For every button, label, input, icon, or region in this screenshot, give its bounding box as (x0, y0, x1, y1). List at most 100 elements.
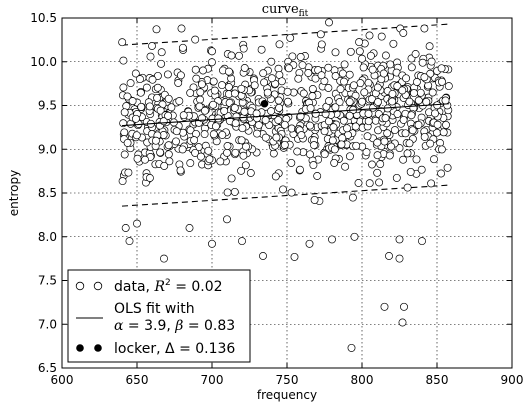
data-point (153, 71, 162, 80)
legend-rsq-symbol: R (153, 279, 165, 295)
data-point (414, 120, 423, 129)
data-point (241, 161, 250, 170)
data-point (126, 79, 135, 88)
legend-fit-label-line2: α = 3.9, β = 0.83 (114, 318, 235, 334)
data-point (237, 84, 246, 93)
data-point (157, 59, 166, 68)
data-point (200, 130, 209, 139)
data-point (118, 38, 127, 47)
data-point (131, 114, 140, 123)
data-point (286, 33, 295, 42)
data-point (433, 101, 442, 110)
data-point (336, 85, 345, 94)
data-point (195, 102, 204, 111)
data-point (120, 108, 129, 117)
data-point (299, 89, 308, 98)
data-point (381, 51, 390, 60)
data-point (164, 94, 173, 103)
data-point (368, 160, 376, 169)
legend-rsq-value: = 0.02 (175, 279, 222, 295)
data-point (376, 160, 385, 169)
data-point (317, 40, 326, 49)
data-point (197, 80, 206, 89)
data-point (156, 148, 165, 157)
data-point (386, 60, 395, 69)
data-point (242, 142, 250, 151)
data-point (325, 18, 333, 27)
data-point (410, 89, 418, 98)
data-point (214, 114, 223, 123)
data-point (287, 188, 296, 197)
data-point (269, 149, 278, 158)
data-point (209, 77, 218, 86)
data-point (408, 126, 417, 135)
data-point (259, 252, 267, 260)
data-point (364, 109, 373, 118)
data-point (156, 106, 165, 115)
data-point (345, 97, 354, 106)
data-points (118, 18, 453, 352)
data-point (311, 74, 320, 83)
data-point (348, 193, 357, 202)
data-point (395, 254, 404, 263)
data-point (178, 145, 187, 154)
data-point (186, 159, 195, 168)
data-point (119, 83, 128, 92)
data-point (175, 97, 184, 106)
data-point (208, 239, 216, 248)
data-point (389, 39, 398, 48)
data-point (136, 88, 145, 97)
data-point (381, 114, 390, 123)
legend-alpha-value: = 3.9, (128, 318, 171, 334)
data-point (420, 24, 429, 33)
data-point (224, 67, 233, 76)
data-point (148, 75, 157, 84)
data-point (358, 54, 366, 63)
data-point (199, 66, 207, 75)
data-point (305, 239, 314, 248)
legend-fit-label-line1: OLS fit with (114, 301, 195, 317)
axis-ticks: 600 650 700 750 800 850 900 6.5 7.0 7.5 8.0 8.5 9.0 9… (30, 11, 523, 387)
data-point (224, 83, 233, 91)
data-point (365, 31, 374, 40)
data-point (284, 64, 293, 73)
legend-delta-symbol: Δ (165, 341, 175, 357)
y-tick-label: 7.5 (38, 274, 57, 288)
data-point (230, 89, 239, 98)
y-tick-label: 10.0 (30, 55, 57, 69)
data-point (231, 119, 240, 128)
legend: data, R2 = 0.02 OLS fit with α = 3.9, β … (67, 269, 251, 363)
data-point (164, 141, 173, 150)
data-point (340, 77, 348, 86)
data-point (373, 168, 382, 177)
data-point (164, 150, 173, 159)
data-point (385, 252, 393, 260)
data-point (148, 42, 156, 50)
data-point (438, 77, 446, 86)
data-point (355, 38, 364, 47)
data-point (427, 57, 436, 66)
legend-data-name: data (114, 279, 146, 295)
data-point (364, 117, 373, 126)
data-point (308, 85, 317, 93)
data-point (177, 24, 186, 33)
data-point (271, 172, 280, 181)
x-tick-label: 900 (501, 373, 524, 387)
data-point (385, 151, 394, 160)
data-point (186, 88, 195, 97)
data-point (443, 163, 452, 172)
data-point (399, 155, 408, 164)
data-point (261, 133, 270, 142)
data-point (263, 88, 272, 97)
data-point (153, 93, 162, 102)
legend-beta-value: = 0.83 (188, 318, 235, 334)
data-point (379, 69, 388, 78)
data-point (388, 89, 397, 98)
data-point (196, 152, 205, 161)
ols-fit-line (121, 103, 450, 127)
data-point (420, 73, 429, 82)
data-point (399, 115, 408, 124)
y-tick-label: 10.5 (30, 11, 57, 25)
data-point (137, 102, 146, 111)
data-point (121, 224, 130, 232)
